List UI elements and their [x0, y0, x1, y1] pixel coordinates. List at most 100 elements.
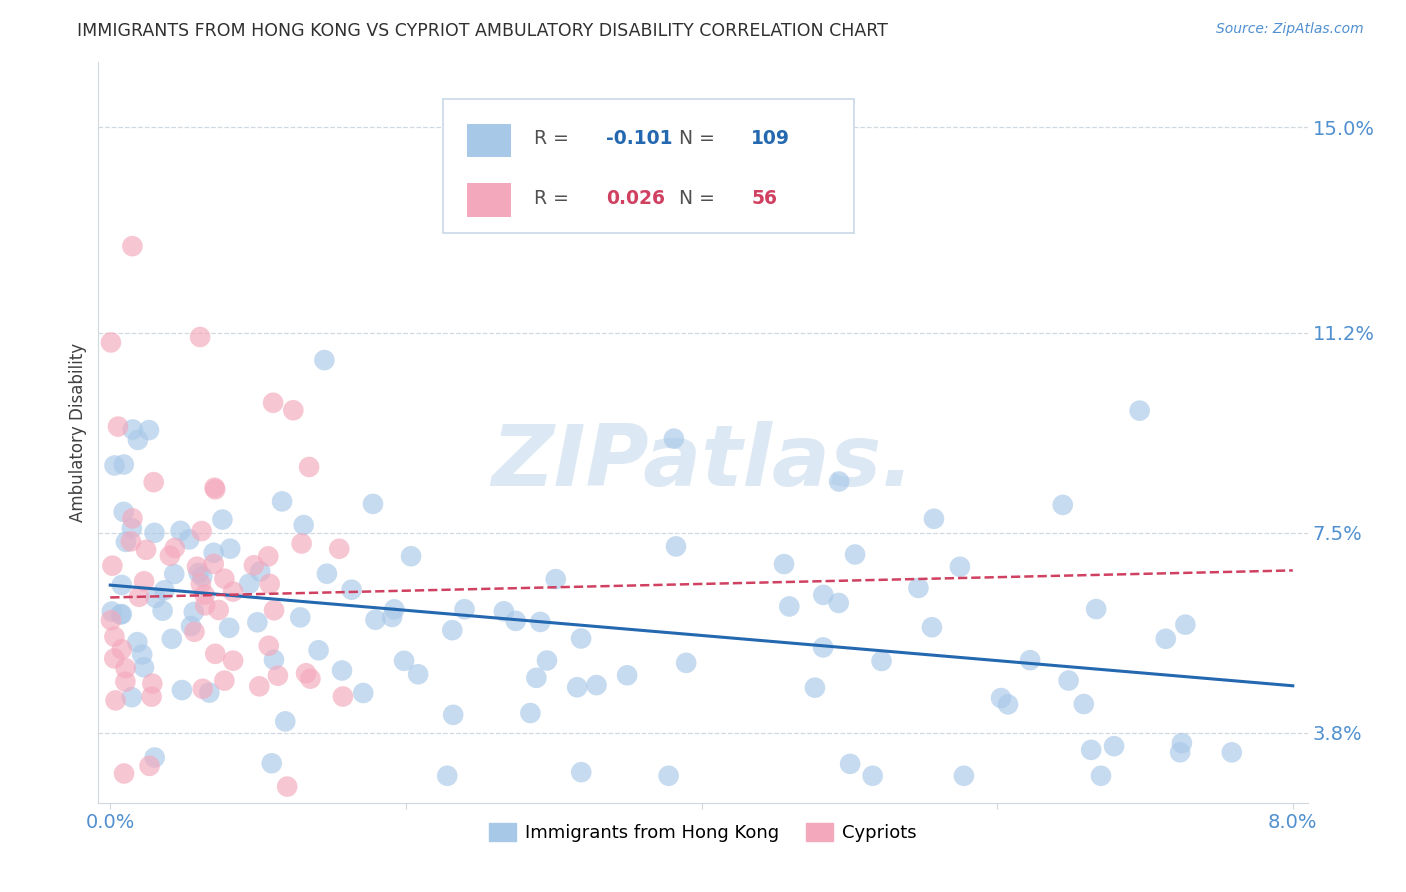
Point — [544, 572, 567, 586]
Point — [1102, 739, 1125, 754]
Point — [382, 602, 405, 616]
Point — [160, 632, 183, 646]
Point — [222, 584, 245, 599]
Point — [152, 604, 174, 618]
Point — [163, 541, 186, 555]
FancyBboxPatch shape — [467, 124, 510, 157]
Point — [191, 569, 214, 583]
Point — [662, 432, 685, 446]
Point — [870, 654, 893, 668]
Point — [773, 557, 796, 571]
Point — [141, 676, 163, 690]
Point — [1171, 736, 1194, 750]
Point — [1220, 745, 1243, 759]
Point — [183, 605, 205, 619]
Point — [111, 642, 134, 657]
Text: R =: R = — [534, 129, 575, 148]
Point — [361, 497, 384, 511]
Point — [536, 653, 558, 667]
Point — [1085, 602, 1108, 616]
Point — [100, 335, 122, 350]
Point — [120, 534, 142, 549]
Point — [204, 647, 226, 661]
Point — [127, 433, 149, 447]
Point — [115, 534, 138, 549]
Text: 0.026: 0.026 — [606, 188, 665, 208]
Point — [862, 769, 884, 783]
Point — [274, 714, 297, 729]
Point — [291, 536, 314, 550]
Point — [170, 683, 193, 698]
Point — [260, 756, 283, 771]
Point — [128, 590, 150, 604]
Point — [198, 685, 221, 699]
Text: IMMIGRANTS FROM HONG KONG VS CYPRIOT AMBULATORY DISABILITY CORRELATION CHART: IMMIGRANTS FROM HONG KONG VS CYPRIOT AMB… — [77, 22, 889, 40]
Point — [103, 458, 125, 473]
Point — [103, 651, 125, 665]
Point — [844, 548, 866, 562]
Point — [112, 458, 135, 472]
FancyBboxPatch shape — [443, 99, 855, 233]
Point — [263, 603, 285, 617]
Point — [267, 668, 290, 682]
Point — [295, 666, 318, 681]
Point — [142, 475, 165, 490]
Point — [100, 605, 122, 619]
Point — [183, 624, 205, 639]
Point — [1052, 498, 1074, 512]
Point — [778, 599, 800, 614]
Point — [813, 588, 835, 602]
Point — [658, 769, 681, 783]
Point — [110, 607, 132, 622]
Text: N =: N = — [679, 129, 721, 148]
Point — [441, 623, 464, 637]
Point — [524, 671, 547, 685]
Point — [299, 672, 322, 686]
Point — [211, 512, 233, 526]
Point — [111, 607, 134, 622]
Point — [949, 559, 972, 574]
Point — [314, 353, 336, 368]
Point — [257, 639, 280, 653]
Point — [492, 604, 515, 618]
Point — [169, 524, 191, 538]
Point — [218, 621, 240, 635]
Point — [114, 674, 136, 689]
Point — [1168, 745, 1191, 759]
Point — [194, 588, 217, 602]
Point — [219, 541, 242, 556]
Point — [328, 541, 350, 556]
Point — [121, 422, 143, 436]
Point — [243, 558, 266, 573]
Point — [330, 664, 353, 678]
Point — [103, 630, 125, 644]
Point — [179, 533, 201, 547]
Point — [247, 679, 270, 693]
Point — [811, 640, 834, 655]
Point — [364, 613, 387, 627]
Point — [585, 678, 607, 692]
Point — [143, 750, 166, 764]
Point — [392, 654, 415, 668]
Text: R =: R = — [534, 188, 575, 208]
Point — [208, 603, 231, 617]
Point — [505, 614, 527, 628]
Point — [222, 654, 245, 668]
Point — [953, 769, 976, 783]
Point — [283, 403, 305, 417]
Point — [135, 542, 157, 557]
Point — [1080, 743, 1102, 757]
Point — [406, 667, 429, 681]
Point — [276, 780, 298, 794]
Point — [352, 686, 374, 700]
Point — [529, 615, 551, 629]
Point — [298, 460, 321, 475]
Point — [107, 419, 129, 434]
Point — [141, 690, 163, 704]
Point — [104, 693, 127, 707]
Point — [204, 481, 226, 495]
Point — [921, 620, 943, 634]
Point — [263, 653, 285, 667]
Point — [290, 610, 312, 624]
Point — [214, 673, 236, 688]
